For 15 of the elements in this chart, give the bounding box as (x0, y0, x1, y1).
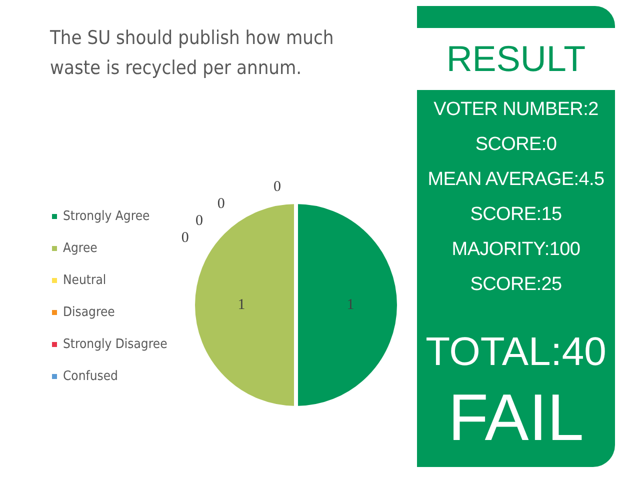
legend-label: Disagree (63, 305, 115, 320)
text: RESULT (445, 38, 587, 80)
text: 0 (217, 196, 225, 212)
legend-label: Confused (63, 369, 118, 384)
result-panel: VOTER NUMBER:2 SCORE:0 MEAN AVERAGE:4.5 SCORE:15 MAJORITY:100 SCORE:25 TOTAL:40 FAIL (417, 90, 615, 467)
text: 0 (181, 230, 189, 246)
legend-label: Strongly Agree (63, 209, 150, 224)
legend-label: Agree (63, 241, 98, 256)
text: 0 (196, 213, 204, 229)
legend-label: Neutral (63, 273, 106, 288)
legend-label: Strongly Disagree (63, 337, 168, 352)
text: 0 (274, 179, 281, 195)
data-label: 1 (346, 297, 354, 313)
chart-title: The SU should publish how much waste is recycled per annum. (49, 27, 340, 79)
data-label: 1 (238, 297, 246, 313)
